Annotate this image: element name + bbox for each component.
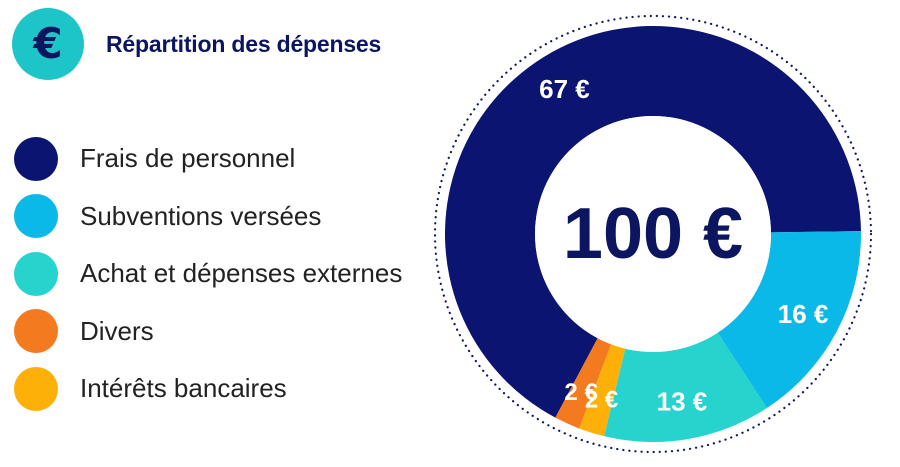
donut-hole (535, 116, 771, 352)
legend-item: Subventions versées (14, 188, 434, 246)
legend-label: Frais de personnel (80, 143, 296, 174)
legend-swatch (14, 251, 58, 296)
chart-title: Répartition des dépenses (106, 30, 382, 57)
legend-swatch (14, 309, 58, 354)
euro-icon: € (12, 8, 84, 80)
legend-swatch (14, 366, 58, 411)
slice-data-label: 2 € (564, 379, 597, 406)
dotted-outline-ring (433, 14, 873, 454)
legend-label: Achat et dépenses externes (80, 258, 403, 289)
legend-item: Divers (14, 303, 434, 361)
legend-item: Achat et dépenses externes (14, 245, 434, 303)
legend-label: Divers (80, 315, 154, 346)
donut-slice (604, 332, 767, 442)
legend-swatch (14, 136, 58, 181)
center-total-label: 100 € (563, 194, 743, 274)
donut-slice (717, 231, 861, 409)
chart-legend: Frais de personnel Subventions versées Ach… (14, 130, 434, 418)
legend-label: Intérêts bancaires (80, 373, 287, 404)
donut-slice (555, 338, 612, 429)
chart-header: € Répartition des dépenses (12, 6, 381, 82)
legend-swatch (14, 194, 58, 239)
slice-data-label: 16 € (778, 299, 829, 329)
donut-slice (579, 344, 626, 437)
legend-item: Intérêts bancaires (14, 360, 434, 418)
legend-item: Frais de personnel (14, 130, 434, 188)
donut-slice (445, 26, 861, 418)
slice-data-label: 13 € (657, 387, 708, 417)
slice-data-label: 67 € (539, 74, 590, 104)
slice-data-label: 2 € (585, 387, 618, 414)
legend-label: Subventions versées (80, 200, 322, 231)
